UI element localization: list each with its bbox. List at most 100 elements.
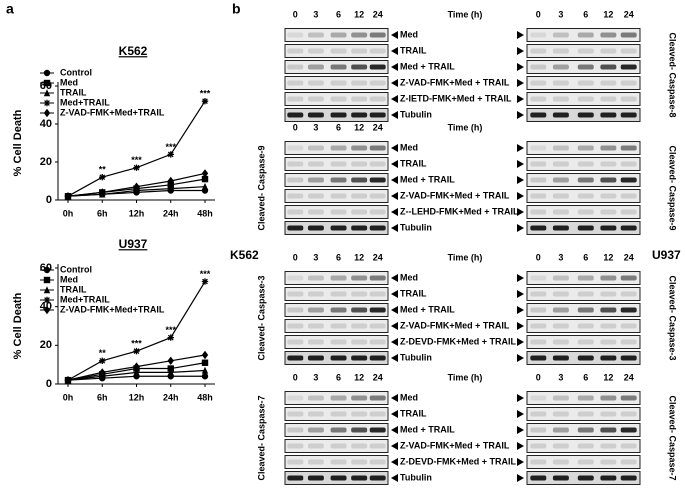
blot-band	[330, 64, 347, 70]
blot-band	[330, 275, 347, 281]
time-point: 6	[583, 252, 588, 262]
marker	[43, 296, 51, 304]
blot-band	[620, 307, 637, 313]
blot-band	[600, 64, 617, 70]
blot-band	[369, 475, 386, 481]
blot-band	[287, 96, 304, 102]
pointer	[391, 224, 398, 232]
lane-label: TRAIL	[400, 408, 427, 418]
blot-band	[530, 411, 547, 417]
marker	[43, 276, 51, 284]
blot-band	[530, 395, 547, 401]
blot-band	[600, 193, 617, 199]
blot-band	[577, 112, 594, 118]
blot-strip	[526, 407, 641, 421]
pointer	[517, 111, 524, 119]
blot-band	[530, 355, 547, 361]
blot-strip	[526, 319, 641, 333]
legend-label: Z-VAD-FMK+Med+TRAIL	[60, 107, 165, 117]
blot-strip	[284, 173, 389, 187]
blot-strip	[526, 439, 641, 453]
blot-band	[530, 475, 547, 481]
annotation: **	[99, 348, 107, 358]
blot-band	[577, 323, 594, 329]
blot-strip	[284, 28, 389, 42]
blot-band	[351, 323, 368, 329]
time-point: 0	[536, 372, 541, 382]
blot-band	[330, 475, 347, 481]
blot-band	[577, 225, 594, 231]
blot-band	[369, 193, 386, 199]
pointer	[391, 458, 398, 466]
time-label: Time (h)	[448, 122, 483, 132]
blot-band	[530, 209, 547, 215]
time-point: 6	[336, 122, 341, 132]
blot-band	[530, 443, 547, 449]
blot-band	[307, 323, 324, 329]
blot-band	[530, 275, 547, 281]
blot-band	[351, 291, 368, 297]
time-point: 0	[536, 252, 541, 262]
time-point: 24	[624, 372, 634, 382]
lane-label: TRAIL	[400, 158, 427, 168]
time-point: 3	[313, 9, 318, 19]
marker	[201, 373, 209, 380]
blot-band	[369, 443, 386, 449]
marker	[201, 169, 209, 178]
blot-band	[330, 32, 347, 38]
marker	[43, 89, 51, 97]
lane-label: Med	[400, 272, 418, 282]
marker	[43, 99, 51, 107]
blot-strip	[284, 287, 389, 301]
blot-band	[287, 112, 304, 118]
blot-band	[620, 112, 637, 118]
blot-band	[600, 145, 617, 151]
time-label: Time (h)	[448, 252, 483, 262]
blot-band	[577, 48, 594, 54]
time-point: 12	[354, 372, 364, 382]
annotation: ***	[165, 325, 176, 335]
blot-band	[620, 145, 637, 151]
blot-band	[620, 48, 637, 54]
blot-band	[577, 339, 594, 345]
pointer	[391, 410, 398, 418]
pointer	[391, 208, 398, 216]
pointer	[391, 442, 398, 450]
y-axis-label: % Cell Death	[12, 292, 24, 359]
pointer	[517, 338, 524, 346]
time-point: 24	[373, 252, 383, 262]
blot-band	[351, 112, 368, 118]
marker	[201, 366, 209, 374]
blot-band	[600, 275, 617, 281]
blot-band	[552, 145, 569, 151]
blot-band	[330, 80, 347, 86]
blot-band	[620, 427, 637, 433]
blot-band	[552, 459, 569, 465]
pointer	[391, 474, 398, 482]
blot-band	[351, 443, 368, 449]
blot-band	[552, 225, 569, 231]
blot-band	[369, 339, 386, 345]
pointer	[391, 290, 398, 298]
blot-band	[577, 459, 594, 465]
lane-label: Z-DEVD-FMK+Med + TRAIL	[400, 456, 517, 466]
annotation: ***	[200, 269, 211, 279]
blot-band	[577, 32, 594, 38]
marker	[43, 79, 51, 87]
blot-band	[351, 395, 368, 401]
blot-band	[620, 323, 637, 329]
time-point: 6	[583, 9, 588, 19]
blot-band	[577, 475, 594, 481]
blot-band	[369, 411, 386, 417]
blot-strip	[284, 391, 389, 405]
pointer	[517, 224, 524, 232]
marker	[201, 359, 209, 366]
time-point: 6	[583, 372, 588, 382]
marker	[201, 350, 209, 360]
blot-band	[351, 64, 368, 70]
pointer	[391, 95, 398, 103]
pointer	[517, 290, 524, 298]
side-label: Cleaved- Caspase-3	[256, 275, 266, 360]
lane-label: Med + TRAIL	[400, 304, 455, 314]
